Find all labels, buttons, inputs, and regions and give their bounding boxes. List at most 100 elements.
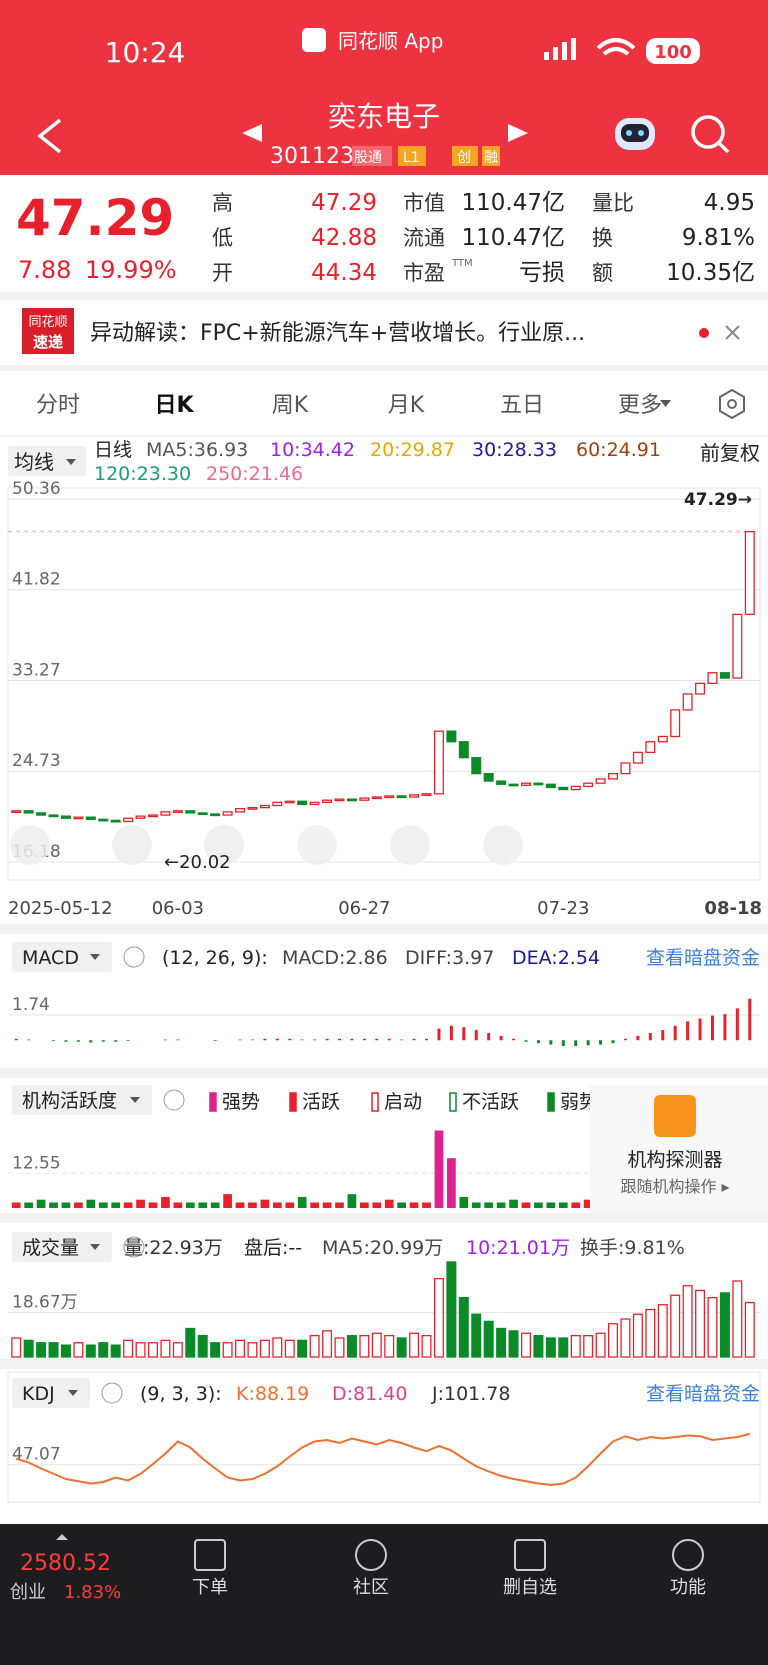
stat-value: 10.35亿 xyxy=(666,260,755,286)
volume-bar xyxy=(595,1332,606,1358)
candle xyxy=(570,785,581,791)
candle xyxy=(172,810,183,813)
activity-bar xyxy=(571,1202,581,1208)
volume-bar xyxy=(620,1318,631,1358)
selector-label: MACD xyxy=(22,947,79,969)
candle xyxy=(371,796,382,800)
news-close[interactable] xyxy=(725,325,740,340)
settings-button[interactable] xyxy=(719,388,745,420)
back-button[interactable] xyxy=(37,118,62,154)
candle xyxy=(719,672,730,679)
badge-bg xyxy=(398,146,426,166)
divider xyxy=(0,292,768,300)
selector[interactable] xyxy=(12,1232,112,1262)
activity-bar xyxy=(198,1202,208,1208)
tab[interactable]: 月K xyxy=(388,393,425,418)
volume-bar xyxy=(409,1332,420,1358)
activity-bar xyxy=(335,1202,344,1208)
volume-bar xyxy=(744,1301,755,1358)
k-line xyxy=(15,1432,751,1487)
ma-item: 60:24.91 xyxy=(576,439,661,461)
tab[interactable]: 五日 xyxy=(500,393,544,418)
news-badge-bottom: 速递 xyxy=(33,333,63,351)
volume-bar xyxy=(483,1320,494,1358)
ma-selector[interactable] xyxy=(8,446,86,476)
volume-bar xyxy=(23,1339,34,1358)
dropdown-arrow xyxy=(130,1097,140,1103)
candle xyxy=(707,672,718,685)
selector[interactable] xyxy=(12,1378,90,1408)
ma-item: 120:23.30 xyxy=(94,463,191,485)
signal-icon xyxy=(544,38,576,60)
selector[interactable] xyxy=(12,1085,152,1115)
nav-label[interactable]: 下单 xyxy=(192,1577,228,1598)
stat-label: 流通 xyxy=(403,226,445,250)
activity-bar xyxy=(509,1199,518,1208)
link[interactable]: 查看暗盘资金 xyxy=(646,1383,760,1405)
nav-icon xyxy=(514,1539,546,1571)
ma-item: 10:34.42 xyxy=(270,439,355,461)
stat-value: 47.29 xyxy=(311,190,377,216)
candle xyxy=(48,814,59,818)
candle xyxy=(210,813,221,817)
tab[interactable]: 分时 xyxy=(36,393,80,418)
candle xyxy=(471,757,482,775)
ma-item: 250:21.46 xyxy=(206,463,303,485)
activity-bar xyxy=(161,1196,170,1208)
low-label: ←20.02 xyxy=(164,852,231,873)
adjust-mode[interactable]: 前复权 xyxy=(700,441,760,465)
candle xyxy=(185,810,196,814)
activity-bar xyxy=(322,1202,332,1208)
stat-value: 110.47亿 xyxy=(462,190,565,216)
divider xyxy=(0,1213,768,1223)
nav-label[interactable]: 社区 xyxy=(353,1577,389,1598)
nav-icon xyxy=(672,1539,704,1571)
activity-bar xyxy=(272,1202,282,1208)
selector[interactable] xyxy=(12,942,112,972)
candle xyxy=(384,795,395,799)
candle xyxy=(309,801,320,806)
stat-label: 高 xyxy=(212,191,233,215)
stock-code: 301123 xyxy=(270,144,354,169)
activity-bar xyxy=(422,1202,431,1208)
volume-bar xyxy=(98,1342,109,1358)
candle xyxy=(520,782,531,786)
activity-bar xyxy=(248,1202,257,1208)
news-badge xyxy=(22,308,74,354)
search-button[interactable] xyxy=(691,115,730,154)
legend-swatch xyxy=(449,1092,457,1112)
selector-label: KDJ xyxy=(22,1383,55,1405)
tab[interactable]: 周K xyxy=(272,393,309,418)
activity-bar xyxy=(148,1202,158,1208)
link[interactable]: 查看暗盘资金 xyxy=(646,947,760,969)
volume-bar xyxy=(520,1332,531,1358)
index-name: 创业 xyxy=(10,1582,46,1603)
candle xyxy=(123,817,134,823)
help-icon xyxy=(123,946,145,968)
nav-label[interactable]: 删自选 xyxy=(503,1577,557,1598)
volume-bar xyxy=(396,1337,407,1358)
badge-bg xyxy=(352,146,392,166)
candle xyxy=(284,800,295,804)
y-tick-label: 33.27 xyxy=(12,661,61,681)
index-value: 2580.52 xyxy=(20,1551,111,1576)
activity-bar xyxy=(310,1202,319,1208)
volume-bar xyxy=(608,1323,619,1358)
robot-icon[interactable] xyxy=(615,118,655,150)
next-stock[interactable] xyxy=(508,124,528,142)
volume-bar xyxy=(110,1344,121,1358)
nav-label[interactable]: 功能 xyxy=(670,1577,706,1598)
prev-stock[interactable] xyxy=(242,124,262,142)
volume-bar xyxy=(247,1342,258,1358)
wifi-icon xyxy=(596,38,636,56)
tab[interactable]: 更多 xyxy=(618,393,662,418)
volume-bar xyxy=(210,1342,221,1358)
candle xyxy=(98,818,109,822)
y-tick-label: 24.73 xyxy=(12,751,61,771)
y-tick-label: 47.07 xyxy=(12,1445,61,1465)
candle xyxy=(322,799,333,803)
tab[interactable]: 日K xyxy=(154,393,194,418)
news-text[interactable]: 异动解读：FPC+新能源汽车+营收增长。行业原... xyxy=(90,321,585,346)
panel-stat: 10:21.01万 xyxy=(466,1237,570,1259)
detector-icon xyxy=(654,1095,696,1137)
